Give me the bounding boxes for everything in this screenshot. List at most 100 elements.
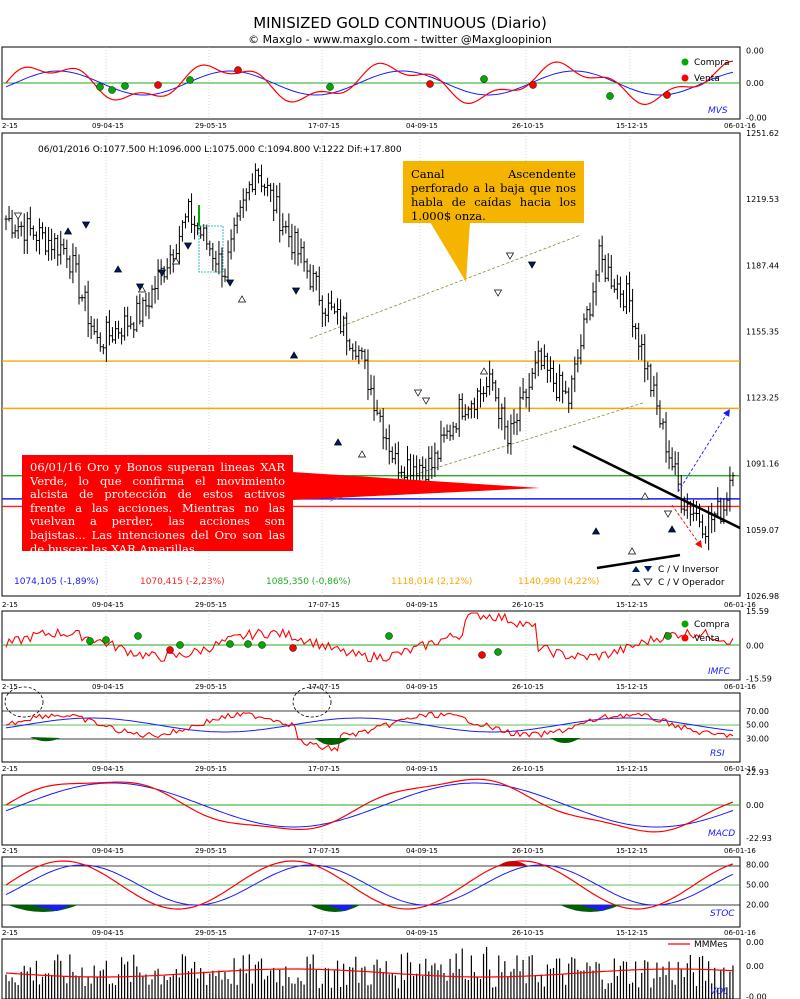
ohlc-bar xyxy=(357,345,361,365)
imfc-signal-dot xyxy=(102,636,110,644)
ohlc-bar xyxy=(229,229,233,260)
chart-title: MINISIZED GOLD CONTINUOUS (Diario) xyxy=(253,14,547,32)
imfc-date-label: 26-10-15 xyxy=(512,683,544,691)
ohlc-bar xyxy=(141,297,145,327)
buy-triangle-marker xyxy=(627,547,637,555)
ohlc-bar xyxy=(65,239,69,269)
ohlc-bar xyxy=(625,275,628,314)
ohlc-bar xyxy=(609,254,613,289)
macd-ytick: -22.93 xyxy=(746,834,772,843)
ohlc-bar xyxy=(664,412,668,463)
ohlc-bar xyxy=(573,356,577,393)
mvs-date-label: 15-12-15 xyxy=(616,122,648,130)
ohlc-bar xyxy=(110,327,114,343)
buy-triangle-marker xyxy=(640,492,650,500)
imfc-date-label: 15-12-15 xyxy=(616,683,648,691)
mvs-date-label: 2-15 xyxy=(2,122,18,130)
ohlc-bar xyxy=(518,386,522,432)
ohlc-bar xyxy=(390,446,394,463)
ohlc-bar xyxy=(512,408,516,435)
macd-ytick: 0.00 xyxy=(746,801,764,810)
ohlc-bar xyxy=(387,424,391,465)
level-label: 1140,990 (4,22%) xyxy=(518,577,599,587)
ohlc-bar xyxy=(272,182,276,221)
stoc-oversold-fill-blue xyxy=(580,905,614,911)
imfc-signal-dot xyxy=(86,637,94,645)
ohlc-bar xyxy=(621,290,625,312)
buy-triangle-marker xyxy=(171,257,181,265)
mvs-signal-dot xyxy=(663,91,671,99)
ohlc-bar xyxy=(667,440,671,470)
ohlc-bar xyxy=(421,456,425,480)
imfc-legend-venta-dot xyxy=(681,634,689,642)
projection-down-arrow xyxy=(671,504,703,548)
ohlc-bar xyxy=(479,378,482,408)
ohlc-bar xyxy=(545,352,549,383)
ohlc-bar xyxy=(433,442,437,477)
ohlc-bar xyxy=(150,285,154,309)
ohlc-bar xyxy=(345,312,349,356)
rsi-frame xyxy=(1,692,741,763)
imfc-signal-dot xyxy=(176,641,184,649)
ohlc-bar xyxy=(576,349,580,373)
mvs-panel-name: MVS xyxy=(708,106,728,116)
macd-date-label: 04-09-15 xyxy=(406,847,438,855)
ohlc-bar xyxy=(539,347,543,371)
ohlc-bar xyxy=(260,164,263,193)
ohlc-bar xyxy=(165,258,169,280)
ohlc-bar xyxy=(241,188,245,218)
ohlc-bar xyxy=(603,254,607,283)
ohlc-bar xyxy=(552,360,555,393)
ohlc-bar xyxy=(399,465,403,478)
vol-legend-label: MMMes xyxy=(694,940,728,950)
imfc-date-label: 04-09-15 xyxy=(406,683,438,691)
ohlc-bar xyxy=(317,266,321,306)
annotation-yellow-pointer xyxy=(430,222,470,282)
ohlc-bar xyxy=(628,271,632,313)
ohlc-bar xyxy=(670,447,674,471)
rsi-date-label: 06-01-16 xyxy=(724,765,756,773)
stoc-ytick: 20.00 xyxy=(746,901,769,910)
macd-line xyxy=(5,778,734,833)
mvs-legend-venta: Venta xyxy=(694,74,720,84)
rsi-date-label: 17-07-15 xyxy=(308,765,340,773)
ohlc-bar xyxy=(284,220,288,234)
price-ytick: 1059.07 xyxy=(746,526,779,535)
mvs-signal-dot xyxy=(426,80,434,88)
ohlc-bar xyxy=(649,363,653,397)
ohlc-bar xyxy=(266,177,270,197)
ohlc-bar xyxy=(646,361,650,381)
ohlc-bar xyxy=(448,424,452,441)
ohlc-bar xyxy=(275,185,279,214)
imfc-date-label: 17-07-15 xyxy=(308,683,340,691)
volume-mmmes-line xyxy=(5,968,734,978)
mvs-date-label: 29-05-15 xyxy=(195,122,227,130)
sell-triangle-marker xyxy=(493,289,503,297)
ohlc-bar xyxy=(74,246,78,273)
stoc-signal-line xyxy=(5,864,734,906)
macd-signal-line xyxy=(5,782,734,828)
stoc-ytick: 80.00 xyxy=(746,861,769,870)
macd-date-label: 09-04-15 xyxy=(92,847,124,855)
ohlc-bar xyxy=(457,393,461,437)
ohlc-bar xyxy=(147,291,151,320)
ohlc-bar xyxy=(190,193,194,233)
imfc-signal-dot xyxy=(134,632,142,640)
ohlc-bar xyxy=(263,183,267,196)
ohlc-bar xyxy=(436,450,440,471)
stoc-date-label: 26-10-15 xyxy=(512,929,544,937)
ohlc-bar xyxy=(454,422,458,433)
ohlc-bar xyxy=(4,215,8,231)
ohlc-bar xyxy=(442,427,446,443)
buy-triangle-marker xyxy=(63,227,73,235)
stoc-date-label: 17-07-15 xyxy=(308,929,340,937)
ohlc-bar xyxy=(333,303,336,315)
highlight-box xyxy=(198,225,224,273)
imfc-legend-venta: Venta xyxy=(694,634,720,644)
price-date-label: 29-05-15 xyxy=(195,601,227,609)
mvs-ytick: 0.00 xyxy=(746,47,764,56)
ohlc-bar xyxy=(120,327,124,345)
ohlc-bar xyxy=(393,443,397,465)
rsi-ytick: 70.00 xyxy=(746,707,769,716)
ohlc-bar xyxy=(497,387,501,429)
